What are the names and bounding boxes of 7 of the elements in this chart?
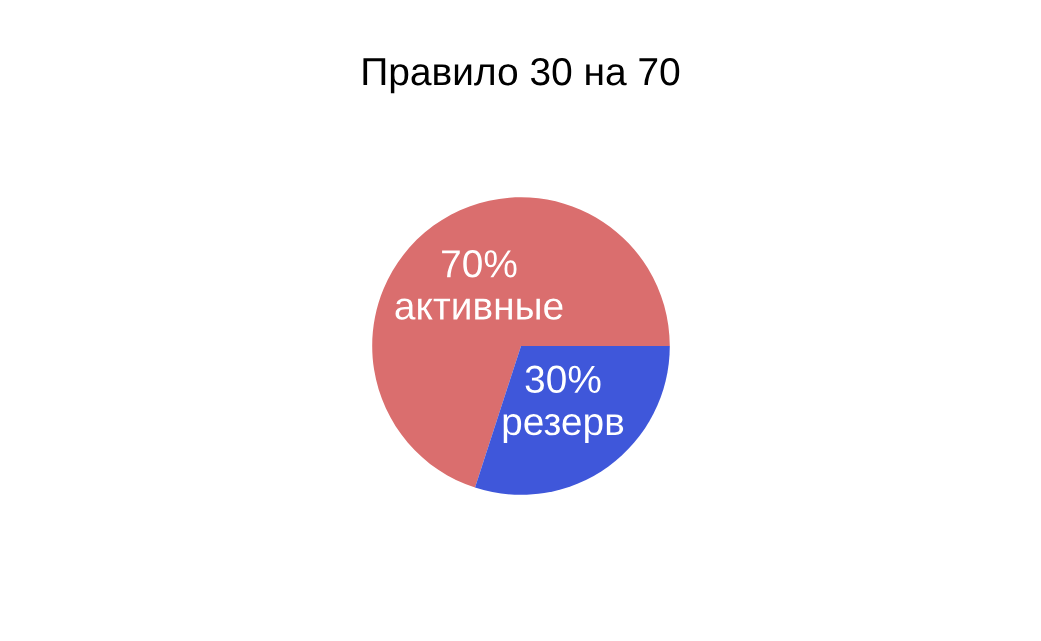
data-label: 30% [525,365,601,394]
data-label: 70% [442,250,517,278]
pie-slice [475,346,670,495]
chart-title: Правило 30 на 70 [363,57,680,94]
slice-label: активные [395,298,563,320]
slice-label: резерв [503,414,624,444]
pie-slice [372,197,670,488]
